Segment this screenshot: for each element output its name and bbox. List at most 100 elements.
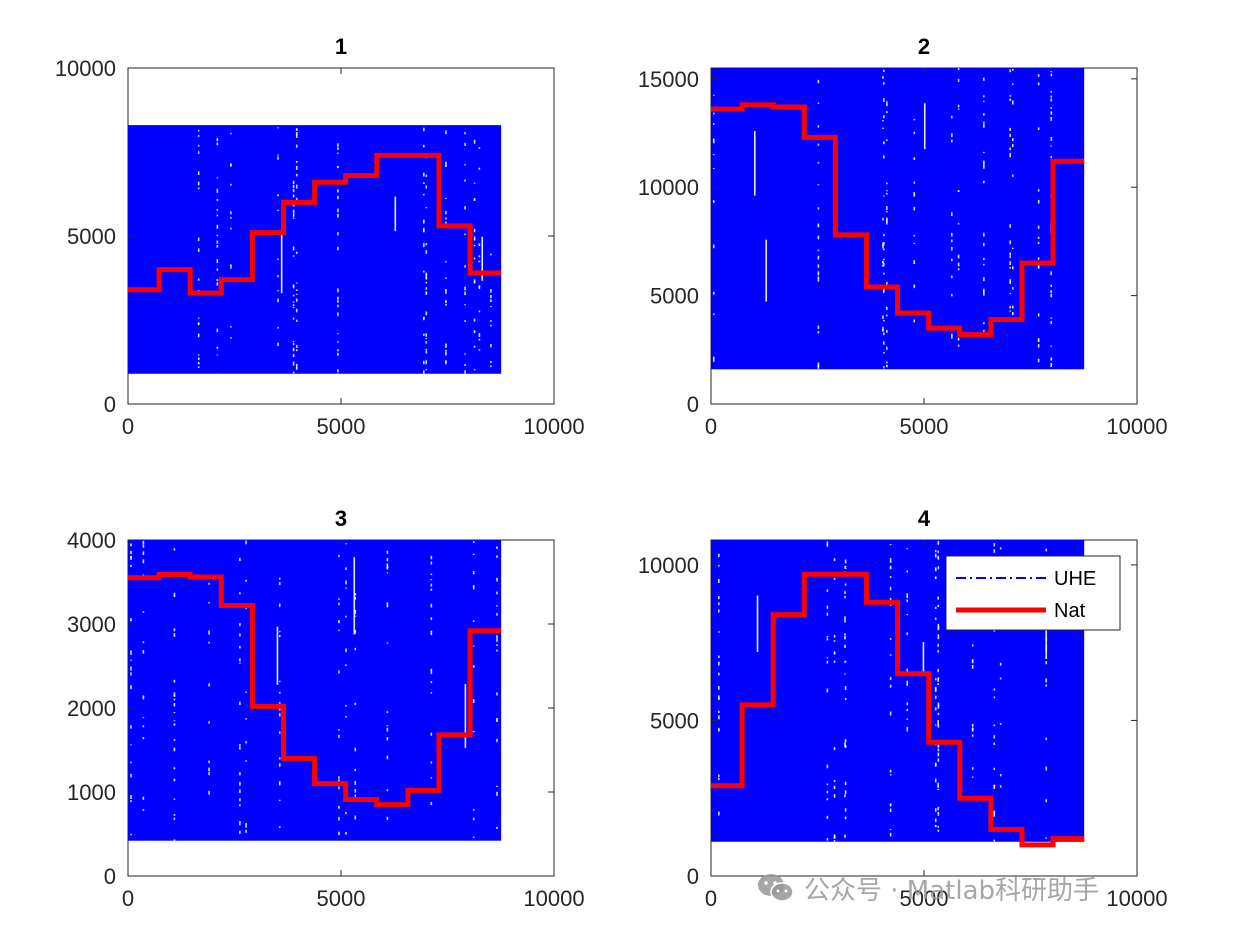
uhe-gap xyxy=(278,707,281,711)
uhe-gap xyxy=(934,567,937,570)
uhe-gap xyxy=(1050,317,1052,319)
uhe-gap xyxy=(1009,147,1012,151)
uhe-gap xyxy=(753,131,756,196)
uhe-gap xyxy=(445,343,447,347)
uhe-gap xyxy=(1037,257,1040,260)
uhe-gap xyxy=(295,363,298,366)
uhe-gap xyxy=(971,776,974,778)
uhe-gap xyxy=(922,642,925,672)
uhe-gap xyxy=(999,547,1002,550)
uhe-gap xyxy=(142,559,145,564)
uhe-gap xyxy=(1045,678,1048,683)
uhe-gap xyxy=(386,564,389,569)
uhe-gap xyxy=(386,602,389,606)
uhe-gap xyxy=(130,650,132,653)
uhe-gap xyxy=(130,550,132,555)
uhe-gap xyxy=(826,815,829,819)
uhe-gap xyxy=(882,260,884,264)
uhe-gap xyxy=(208,641,210,644)
uhe-gap xyxy=(951,258,953,261)
uhe-gap xyxy=(338,619,340,624)
uhe-gap xyxy=(295,364,298,369)
uhe-gap xyxy=(338,788,340,790)
uhe-gap xyxy=(889,654,892,656)
uhe-gap xyxy=(934,568,937,572)
uhe-gap xyxy=(496,555,498,558)
uhe-gap xyxy=(833,634,836,638)
uhe-gap xyxy=(937,668,939,673)
uhe-gap xyxy=(889,684,892,688)
uhe-gap xyxy=(423,219,425,224)
uhe-gap xyxy=(718,777,720,780)
uhe-gap xyxy=(718,685,720,690)
uhe-gap xyxy=(423,370,425,375)
uhe-gap xyxy=(934,778,937,783)
uhe-gap xyxy=(886,365,888,367)
uhe-gap xyxy=(338,734,340,738)
subplot-4: 0 5000 10000 0 5000 10000 4 UHE Nat xyxy=(638,506,1168,911)
nat-series xyxy=(711,571,1085,848)
uhe-gap xyxy=(712,139,715,144)
y-tick-label: 15000 xyxy=(638,67,699,92)
y-tick-label: 0 xyxy=(104,864,116,889)
uhe-gap xyxy=(345,716,347,718)
uhe-gap xyxy=(478,147,481,149)
watermark: 公众号 · Matlab科研助手 xyxy=(756,868,1099,908)
uhe-gap xyxy=(445,345,447,348)
uhe-gap xyxy=(712,356,715,360)
uhe-gap xyxy=(993,784,996,788)
uhe-gap xyxy=(889,597,892,601)
uhe-gap xyxy=(833,785,836,790)
uhe-gap xyxy=(712,138,715,141)
uhe-gap xyxy=(886,218,888,222)
uhe-gap xyxy=(934,825,937,828)
uhe-gap xyxy=(983,322,985,325)
uhe-gap xyxy=(765,239,768,302)
uhe-gap xyxy=(295,319,298,322)
uhe-gap xyxy=(906,593,909,596)
uhe-gap xyxy=(425,292,428,295)
uhe-gap xyxy=(197,357,200,361)
uhe-gap xyxy=(889,774,892,776)
uhe-gap xyxy=(464,304,466,306)
uhe-gap xyxy=(883,69,885,72)
uhe-gap xyxy=(337,288,339,293)
uhe-gap xyxy=(292,371,295,374)
uhe-gap xyxy=(173,712,176,714)
uhe-gap xyxy=(197,362,200,365)
uhe-gap xyxy=(906,548,909,550)
uhe-gap xyxy=(496,785,498,788)
uhe-gap xyxy=(1037,344,1040,348)
uhe-gap xyxy=(889,803,892,806)
uhe-gap xyxy=(208,772,210,776)
uhe-gap xyxy=(833,640,836,642)
uhe-gap xyxy=(886,281,888,286)
uhe-gap xyxy=(844,739,847,743)
uhe-gap xyxy=(937,596,939,600)
uhe-gap xyxy=(718,710,720,714)
subplot-2: 0 5000 10000 0 5000 10000 15000 2 xyxy=(638,34,1168,439)
uhe-gap xyxy=(844,781,847,786)
uhe-gap xyxy=(173,778,176,782)
uhe-gap xyxy=(292,317,295,320)
x-tick-label: 5000 xyxy=(317,886,366,911)
uhe-gap xyxy=(354,702,357,706)
uhe-gap xyxy=(197,237,200,241)
uhe-gap xyxy=(957,254,960,259)
uhe-gap xyxy=(844,583,847,586)
uhe-gap xyxy=(345,831,347,835)
uhe-gap xyxy=(295,128,298,131)
uhe-gap xyxy=(951,293,953,297)
uhe-gap xyxy=(337,296,339,300)
uhe-gap xyxy=(292,304,295,306)
uhe-gap xyxy=(173,595,176,597)
uhe-gap xyxy=(957,344,960,347)
uhe-gap xyxy=(1050,271,1052,276)
uhe-gap xyxy=(1009,240,1012,245)
uhe-gap xyxy=(934,724,937,726)
uhe-gap xyxy=(886,361,888,364)
uhe-gap xyxy=(278,603,281,607)
uhe-gap xyxy=(886,101,888,103)
uhe-gap xyxy=(817,235,820,240)
uhe-gap xyxy=(142,544,145,548)
